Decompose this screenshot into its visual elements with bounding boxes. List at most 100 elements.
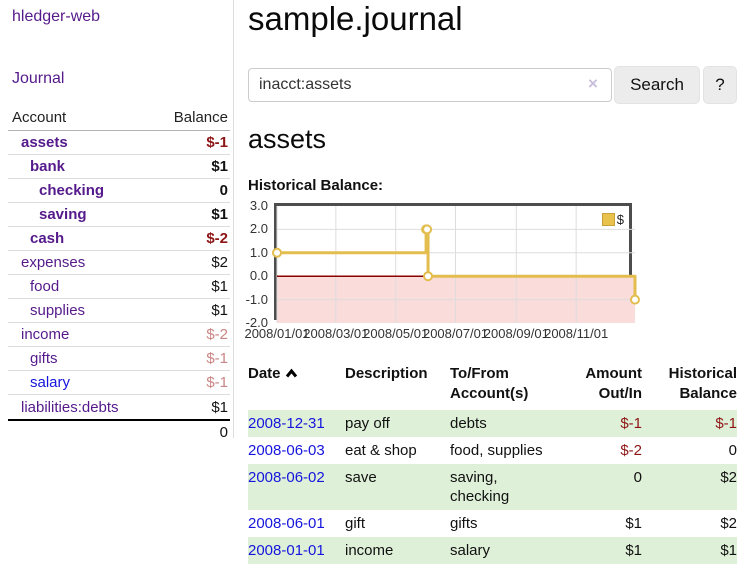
account-row: checking 0 [8,179,230,203]
account-link-checking[interactable]: checking [39,182,105,199]
x-axis-tick-label: 2008/03/01 [303,326,369,341]
account-balance: $-2 [206,230,228,247]
register-table: Date Description To/From Account(s) Amou… [248,362,737,564]
account-link-supplies[interactable]: supplies [30,302,86,319]
y-axis-tick-label: 3.0 [249,198,268,213]
y-axis-tick-label: 2.0 [249,221,268,237]
current-account-heading: assets [248,124,327,154]
accounts-cell: debts [450,415,487,432]
date-link[interactable]: 2008-06-02 [248,469,325,486]
register-row: 2008-06-03 eat & shop food, supplies $-2… [248,437,737,464]
account-link-liabilities-debts[interactable]: liabilities:debts [21,398,119,416]
date-link[interactable]: 2008-12-31 [248,415,325,432]
account-balance: $1 [211,158,228,175]
clear-search-icon[interactable]: × [588,74,598,93]
amount-cell: $-2 [620,442,642,459]
date-link[interactable]: 2008-06-03 [248,442,325,459]
account-link-bank[interactable]: bank [30,158,66,175]
search-input[interactable] [248,68,612,102]
account-link-food[interactable]: food [30,278,60,295]
column-header-description: Description [345,365,428,382]
register-row: 2008-06-02 save saving, checking 0 $2 [248,464,737,510]
chart-legend: $ [601,212,624,227]
balance-cell: $2 [720,469,737,486]
accounts-total-row: 0 [8,419,230,444]
register-row: 2008-01-01 income salary $1 $1 [248,537,737,564]
account-balance: $1 [211,302,228,319]
description-cell: income [345,542,394,559]
account-link-gifts[interactable]: gifts [30,350,58,367]
search-button[interactable]: Search [614,66,700,104]
column-header-amount: Amount Out/In [585,365,642,402]
account-balance: $-1 [206,350,228,367]
x-axis-tick-label: 2008/01/01 [244,326,310,341]
description-cell: pay off [345,415,390,432]
accounts-header-balance: Balance [173,109,228,126]
account-link-salary[interactable]: salary [30,374,71,391]
description-cell: gift [345,515,366,532]
account-link-assets[interactable]: assets [21,134,68,151]
balance-chart-canvas: $ [272,203,640,323]
search-help-button[interactable]: ? [703,66,737,104]
account-link-expenses[interactable]: expenses [21,254,86,271]
nav-journal-link[interactable]: Journal [12,70,65,87]
balance-cell: $2 [720,515,737,532]
account-balance: $1 [211,206,228,223]
y-axis-tick-label: -2.0 [245,315,268,330]
amount-cell: $-1 [620,415,642,432]
balance-chart-plot [272,206,640,323]
app-brand-link[interactable]: hledger-web [12,8,101,25]
account-balance: $-2 [206,326,228,343]
account-balance: $-1 [206,134,228,151]
account-row: liabilities:debts $1 [8,395,230,419]
column-header-date-label: Date [248,365,281,382]
x-axis-tick-label: 2008/11/01 [544,326,609,341]
chart-title: Historical Balance: [248,177,384,194]
accounts-header-account: Account [12,109,67,126]
column-header-historical-balance: Historical Balance [668,365,737,402]
column-header-date-sort[interactable]: Date [248,362,345,410]
description-cell: eat & shop [345,442,417,459]
amount-cell: $1 [625,542,642,559]
accounts-cell: salary [450,542,491,559]
legend-label: $ [616,212,624,227]
date-link[interactable]: 2008-06-01 [248,515,325,532]
account-row: expenses $2 [8,251,230,275]
account-link-cash[interactable]: cash [30,230,65,247]
account-balance: $1 [211,278,228,295]
account-row: cash $-2 [8,227,230,251]
sidebar-divider [233,0,234,438]
accounts-cell: food, supplies [450,442,543,459]
y-axis-tick-label: 1.0 [249,244,268,260]
account-balance: $-1 [206,374,228,391]
sort-ascending-icon [285,368,297,378]
register-row: 2008-06-01 gift gifts $1 $2 [248,510,737,537]
accounts-cell: gifts [450,515,478,532]
accounts-cell: saving, checking [450,469,510,505]
account-row: salary $-1 [8,371,230,395]
x-axis-tick-label: 2008/05/01 [363,326,429,341]
column-header-accounts: To/From Account(s) [450,365,529,402]
x-axis-tick-label: 2008/07/01 [422,326,489,341]
description-cell: save [345,469,377,486]
accounts-total-value: 0 [219,424,228,441]
account-link-income[interactable]: income [21,326,70,343]
y-axis-tick-label: 0.0 [249,268,268,284]
account-row: food $1 [8,275,230,299]
account-balance: 0 [219,182,228,199]
register-header-row: Date Description To/From Account(s) Amou… [248,362,737,410]
date-link[interactable]: 2008-01-01 [248,542,325,559]
legend-swatch-icon [601,213,615,226]
account-row: income $-2 [8,323,230,347]
account-row: gifts $-1 [8,347,230,371]
balance-cell: $1 [720,542,737,559]
accounts-sidebar: Account Balance assets $-1 bank $1 check… [8,105,230,444]
register-row: 2008-12-31 pay off debts $-1 $-1 [248,410,737,437]
account-row: assets $-1 [8,131,230,155]
account-row: saving $1 [8,203,230,227]
account-link-saving[interactable]: saving [39,206,87,223]
amount-cell: $1 [625,515,642,532]
search-bar: × Search ? [248,66,742,106]
accounts-header-row: Account Balance [8,105,230,131]
x-axis-tick-label: 2008/09/01 [483,326,549,341]
